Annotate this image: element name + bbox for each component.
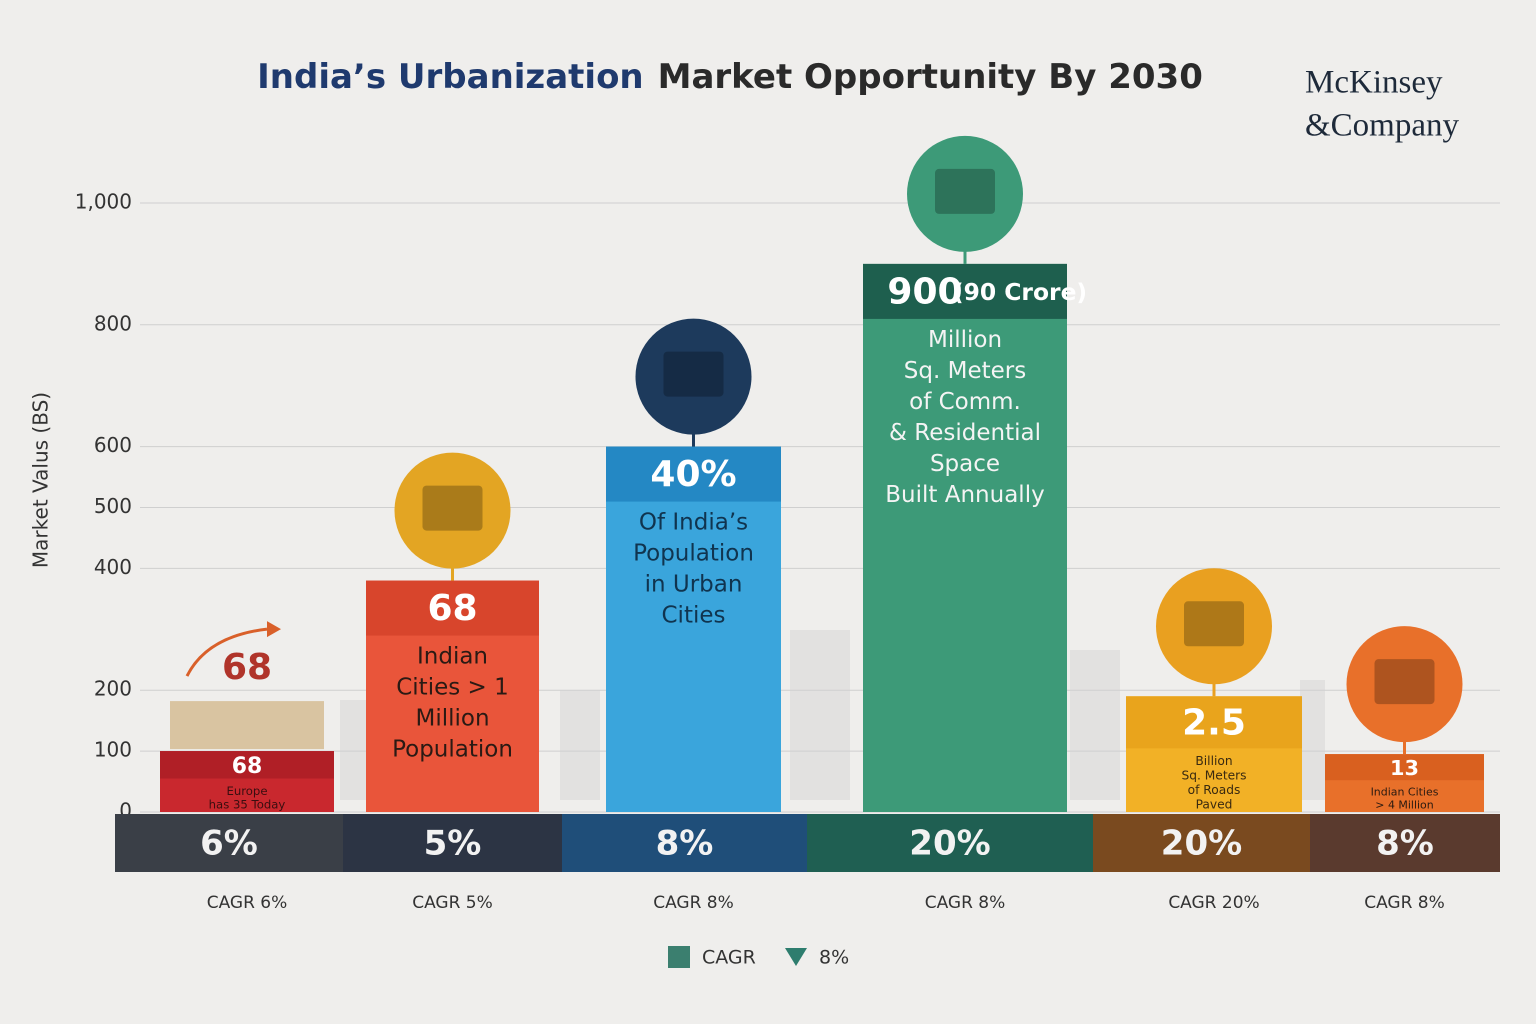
x-tick-label: CAGR 6% [207,893,288,913]
bar-headline: 68 [427,588,477,629]
title-main: Market Opportunity By 2030 [658,57,1203,97]
y-tick-label: 400 [94,555,132,579]
bar-description: in Urban [645,572,743,598]
cagr-band [1310,814,1500,872]
bar-description: Million [928,327,1002,353]
bar [863,263,1067,812]
logo-line: &Company [1305,108,1459,144]
bar-description: of Comm. [909,389,1021,415]
y-tick-label: 200 [94,677,132,701]
bar-header [1126,696,1302,749]
bar-header [863,263,1067,319]
cagr-band [115,814,343,872]
bar-description: Space [930,451,1000,477]
bar-description: Sq. Meters [904,358,1026,384]
x-tick-label: CAGR 8% [653,893,734,913]
legend-label: CAGR [702,947,756,969]
bar-icon [1346,626,1463,743]
bar-description: Of India’s [639,510,748,536]
bar-description: Indian [417,644,488,670]
bar-header [606,446,781,502]
cagr-label: 5% [424,824,482,864]
skyline [340,630,1325,800]
logo-line: McKinsey [1305,65,1443,101]
legend-label: 8% [819,947,849,969]
icon-glyph [422,485,483,531]
x-tick-label: CAGR 8% [925,893,1006,913]
bar-description: has 35 Today [209,798,286,812]
bar-description: of Roads [1188,783,1241,797]
cagr-band [562,814,807,872]
cagr-label: 8% [656,824,714,864]
bar-description: Built Annually [885,482,1044,508]
cagr-label: 20% [1161,824,1242,864]
icon-glyph [935,168,995,214]
y-tick-label: 800 [94,311,132,335]
y-axis-label: Market Valus (BS) [29,392,53,568]
bar-header [366,580,539,636]
cagr-band [807,814,1093,872]
bar-header [1325,754,1484,781]
annotation-arrowhead [267,621,281,638]
icon-glyph [663,351,724,397]
bar-description: Population [392,737,513,763]
bar-description: > 4 Million [1375,799,1434,812]
title-highlight: India’s Urbanization [257,57,644,97]
bar-description: Paved [1196,797,1233,811]
bar-icon [907,135,1023,252]
legend-marker [785,948,807,966]
bar-description: Billion [1195,754,1232,768]
annotation: 68 [222,647,272,688]
bar-description: Europe [226,784,267,798]
bar-icon [1156,568,1272,685]
bar-header [160,751,334,779]
y-tick-label: 100 [94,738,132,762]
bar-description: Indian Cities [1371,786,1439,799]
cagr-band [1093,814,1310,872]
bar-description: Cities [662,603,726,629]
bar-description: Million [415,706,489,732]
bar-headline: 900 [887,271,962,312]
bar-icon [394,452,511,569]
annotation-arrow [185,627,268,677]
bar-description: Sq. Meters [1181,768,1246,782]
cagr-label: 6% [200,824,258,864]
bar-headline: 40% [650,454,736,495]
bar-headline-note: (90 Crore) [953,278,1087,306]
bar-headline: 68 [232,754,263,779]
y-tick-label: 600 [94,433,132,457]
bar [606,446,781,812]
y-tick-label: 500 [94,494,132,518]
x-tick-label: CAGR 20% [1168,893,1259,913]
x-tick-label: CAGR 8% [1364,893,1445,913]
bar-headline: 13 [1390,756,1419,780]
bar-description: Population [633,541,754,567]
icon-glyph [1184,601,1244,647]
skyline-icon [170,701,324,750]
icon-glyph [1374,659,1435,705]
bar-headline: 2.5 [1182,702,1246,743]
cagr-label: 8% [1376,824,1434,864]
y-tick-label: 1,000 [75,190,132,214]
cagr-band [343,814,562,872]
bar-description: Cities > 1 [396,675,509,701]
cagr-label: 20% [909,824,990,864]
chart-title: India’s Urbanization Market Opportunity B… [257,57,1203,97]
legend-marker [668,946,690,968]
bar-icon [635,318,752,435]
x-tick-label: CAGR 5% [412,893,493,913]
bar-description: & Residential [889,420,1041,446]
